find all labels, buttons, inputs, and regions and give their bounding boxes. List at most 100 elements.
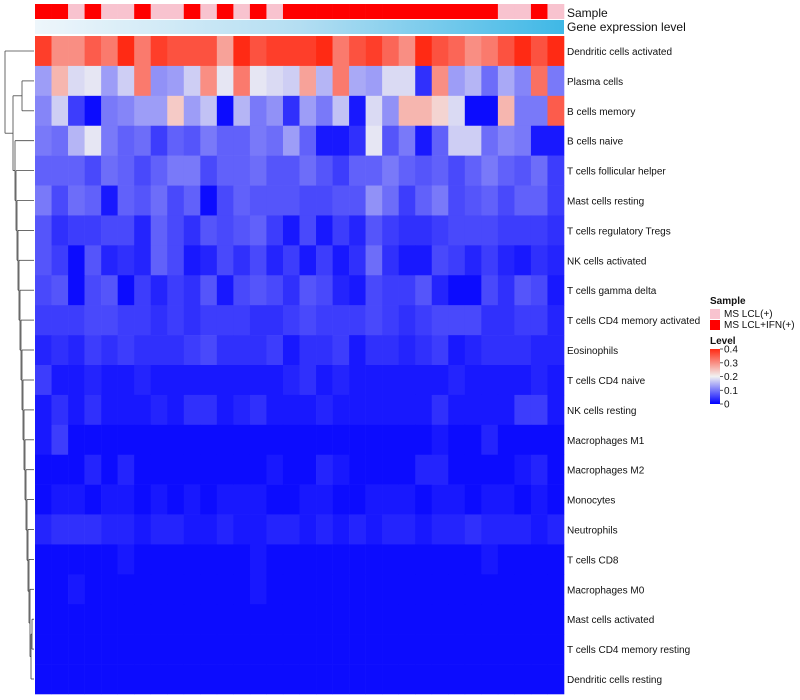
heatmap-cell [398, 604, 416, 635]
heatmap-cell [547, 275, 565, 306]
heatmap-cell [316, 95, 333, 127]
heatmap-cell [547, 215, 565, 246]
heatmap-cell [84, 245, 102, 276]
heatmap-cell [51, 65, 69, 97]
heatmap-cell [150, 215, 168, 246]
heatmap-cell [481, 394, 499, 426]
heatmap-cell [547, 484, 565, 515]
heatmap-cell [448, 394, 466, 426]
heatmap-cell [216, 664, 234, 695]
heatmap-cell [316, 245, 333, 276]
heatmap-cell [349, 394, 366, 426]
heatmap-cell [167, 65, 185, 97]
heatmap-cell [481, 664, 499, 695]
sample-annotation-cell [497, 4, 515, 19]
heatmap-cell [431, 95, 449, 127]
heatmap-cell [101, 634, 118, 665]
heatmap-cell [415, 215, 433, 246]
heatmap-cell [530, 544, 548, 575]
heatmap-cell [183, 275, 201, 306]
heatmap-cell [216, 484, 234, 515]
heatmap-cell [382, 155, 399, 186]
heatmap-cell [167, 544, 185, 575]
heatmap-cell [183, 185, 201, 216]
heatmap-cell [398, 245, 416, 276]
heatmap-cell [35, 215, 52, 246]
row-label: T cells follicular helper [567, 167, 666, 178]
heatmap-cell [216, 125, 234, 156]
heatmap-cell [266, 664, 284, 695]
heatmap-cell [233, 215, 251, 246]
heatmap-cell [530, 95, 548, 127]
heatmap-cell [349, 305, 366, 336]
heatmap-cell [216, 95, 234, 127]
heatmap-cell [299, 454, 317, 485]
heatmap-cell [233, 335, 251, 366]
heatmap-cell [365, 424, 383, 456]
heatmap-cell [530, 424, 548, 456]
heatmap-cell [464, 634, 482, 665]
heatmap-cell [547, 65, 565, 97]
heatmap-cell [200, 65, 218, 97]
sample-annotation-label: Sample [567, 6, 608, 20]
heatmap-cell [150, 65, 168, 97]
sample-annotation-cell [233, 4, 251, 19]
heatmap-cell [249, 664, 267, 695]
heatmap-cell [134, 95, 152, 127]
expression-annotation-bar [35, 20, 564, 34]
heatmap-cell [481, 365, 499, 396]
legend: Sample MS LCL(+) MS LCL+IFN(+) Level 0.4… [710, 296, 795, 411]
heatmap-cell [481, 544, 499, 575]
heatmap-cell [365, 185, 383, 216]
heatmap-cell [448, 65, 466, 97]
sample-annotation-cell [398, 4, 416, 19]
heatmap-cell [117, 95, 135, 127]
heatmap-cell [282, 215, 300, 246]
heatmap-cell [415, 245, 433, 276]
heatmap-cell [547, 604, 565, 635]
heatmap-cell [349, 514, 366, 545]
sample-annotation-cell [547, 4, 565, 19]
heatmap-cell [134, 454, 152, 485]
heatmap-cell [84, 604, 102, 635]
heatmap-cell [382, 634, 399, 665]
heatmap-cell [382, 454, 399, 485]
heatmap-cell [448, 215, 466, 246]
heatmap-cell [448, 544, 466, 575]
sample-annotation-cell [134, 4, 152, 19]
heatmap-cell [448, 454, 466, 485]
heatmap-cell [183, 95, 201, 127]
heatmap-cell [547, 185, 565, 216]
heatmap-cell [200, 215, 218, 246]
heatmap-cell [431, 155, 449, 186]
heatmap-cell [183, 574, 201, 605]
heatmap-cell [332, 544, 350, 575]
heatmap-cell [167, 36, 185, 67]
heatmap-cell [68, 574, 85, 605]
heatmap-cell [382, 424, 399, 456]
heatmap-cell [530, 305, 548, 336]
heatmap-cell [415, 335, 433, 366]
heatmap-cell [464, 424, 482, 456]
heatmap-cell [332, 305, 350, 336]
heatmap-cell [101, 215, 118, 246]
heatmap-cell [415, 664, 433, 695]
heatmap-cell [101, 95, 118, 127]
heatmap-cell [35, 155, 52, 186]
heatmap-cell [35, 544, 52, 575]
heatmap-cell [316, 604, 333, 635]
heatmap-cell [216, 424, 234, 456]
heatmap-cell [349, 335, 366, 366]
heatmap-cell [68, 215, 85, 246]
heatmap-cell [167, 275, 185, 306]
heatmap-cell [415, 454, 433, 485]
heatmap-cell [150, 664, 168, 695]
heatmap-cell [316, 484, 333, 515]
heatmap-cell [183, 65, 201, 97]
heatmap-cell [233, 275, 251, 306]
legend-level-tick-label: 0.3 [724, 358, 738, 369]
heatmap-cell [464, 604, 482, 635]
heatmap-cell [68, 335, 85, 366]
heatmap-cell [35, 394, 52, 426]
legend-swatch-lcl-ifn [710, 320, 720, 330]
